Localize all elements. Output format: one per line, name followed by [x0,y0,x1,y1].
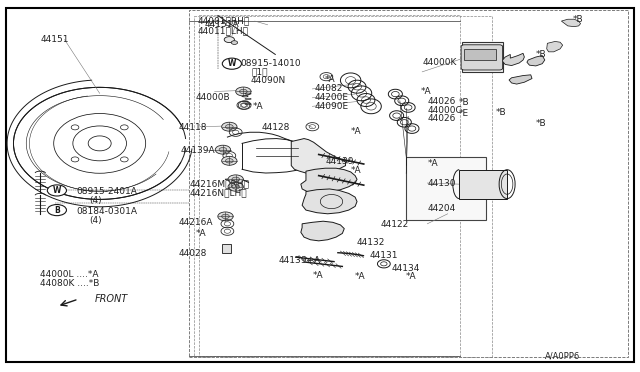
Bar [460,170,507,199]
Circle shape [232,177,239,182]
Circle shape [228,175,243,184]
Text: 44128: 44128 [261,123,290,132]
Text: *E: *E [460,109,469,118]
Text: 44216A: 44216A [178,218,212,227]
Polygon shape [509,75,532,84]
Text: 44082: 44082 [315,84,343,93]
Text: W: W [228,59,236,68]
Text: 44000K: 44000K [422,58,456,67]
Circle shape [239,89,247,94]
Text: FRONT: FRONT [95,294,129,304]
Text: 44134: 44134 [392,264,420,273]
Bar [462,42,503,72]
Text: *A: *A [421,87,431,96]
Text: 44090N: 44090N [251,76,286,85]
Text: 44090E: 44090E [315,102,349,111]
Text: 44026: 44026 [428,97,456,106]
Circle shape [225,125,233,129]
Circle shape [222,58,241,69]
Polygon shape [302,189,357,214]
Text: 44026: 44026 [428,114,456,123]
Text: 08184-0301A: 08184-0301A [76,207,137,216]
Bar [465,49,496,60]
Circle shape [228,182,243,191]
Text: *A: *A [195,229,206,238]
Text: *A: *A [351,166,361,175]
Text: 44204: 44204 [428,205,456,214]
Bar [221,244,231,253]
Text: 44011〈LH〉: 44011〈LH〉 [197,26,248,35]
Circle shape [225,158,233,163]
Text: 44028: 44028 [178,249,207,258]
Text: 44216M〈RH〉: 44216M〈RH〉 [189,180,249,189]
Text: 44000L ....*A: 44000L ....*A [40,270,99,279]
Circle shape [231,41,237,44]
Text: *B: *B [572,16,583,25]
Text: *B: *B [536,119,547,128]
Polygon shape [291,138,346,176]
Text: 44139: 44139 [325,157,354,166]
Circle shape [221,122,237,131]
Text: 44118: 44118 [178,123,207,132]
Text: A/A0PP6: A/A0PP6 [545,351,580,360]
Text: *A: *A [312,271,323,280]
Circle shape [236,87,251,96]
Text: W: W [52,186,61,195]
Text: *A: *A [428,158,438,167]
Text: 44151: 44151 [40,35,68,44]
Text: 44000B: 44000B [195,93,230,102]
Circle shape [47,205,67,216]
Polygon shape [547,41,563,52]
Text: (4): (4) [89,196,102,205]
Text: 44130: 44130 [428,179,456,187]
Text: *B: *B [495,108,506,117]
Circle shape [221,156,237,165]
Text: 44080K ....*B: 44080K ....*B [40,279,100,288]
Text: 44151A: 44151A [205,20,239,29]
Text: *B: *B [460,98,470,107]
Text: *A: *A [351,126,361,136]
Text: 、1。: 、1。 [251,67,268,76]
Text: 44200E: 44200E [315,93,349,102]
Circle shape [219,147,227,152]
Text: 44139+A: 44139+A [278,256,321,265]
Text: 44000C: 44000C [428,106,462,115]
Circle shape [47,185,67,196]
Text: 08915-2401A: 08915-2401A [76,187,137,196]
Polygon shape [527,55,545,66]
Circle shape [232,185,239,189]
Circle shape [224,37,234,42]
Text: 44132: 44132 [357,238,385,247]
Polygon shape [301,168,357,193]
Polygon shape [301,221,344,241]
Text: 44139A: 44139A [180,146,216,155]
Circle shape [218,212,233,221]
Circle shape [221,214,229,219]
FancyBboxPatch shape [461,45,502,70]
Text: (4): (4) [89,216,102,225]
Text: *B: *B [536,50,547,59]
Text: *A: *A [253,102,264,111]
Text: *A: *A [325,75,336,84]
Polygon shape [502,53,524,65]
Text: 44216N〈LH〉: 44216N〈LH〉 [189,188,246,197]
Text: *A: *A [355,272,365,281]
Text: *A: *A [406,272,417,281]
Text: B: B [54,206,60,215]
Circle shape [215,145,230,154]
Text: 44122: 44122 [381,221,409,230]
Polygon shape [561,19,580,27]
Text: 44131: 44131 [370,251,398,260]
Text: 44001〈RH〉: 44001〈RH〉 [197,17,250,26]
Bar [406,157,486,220]
Text: 08915-14010: 08915-14010 [240,59,301,68]
Bar [189,10,628,357]
